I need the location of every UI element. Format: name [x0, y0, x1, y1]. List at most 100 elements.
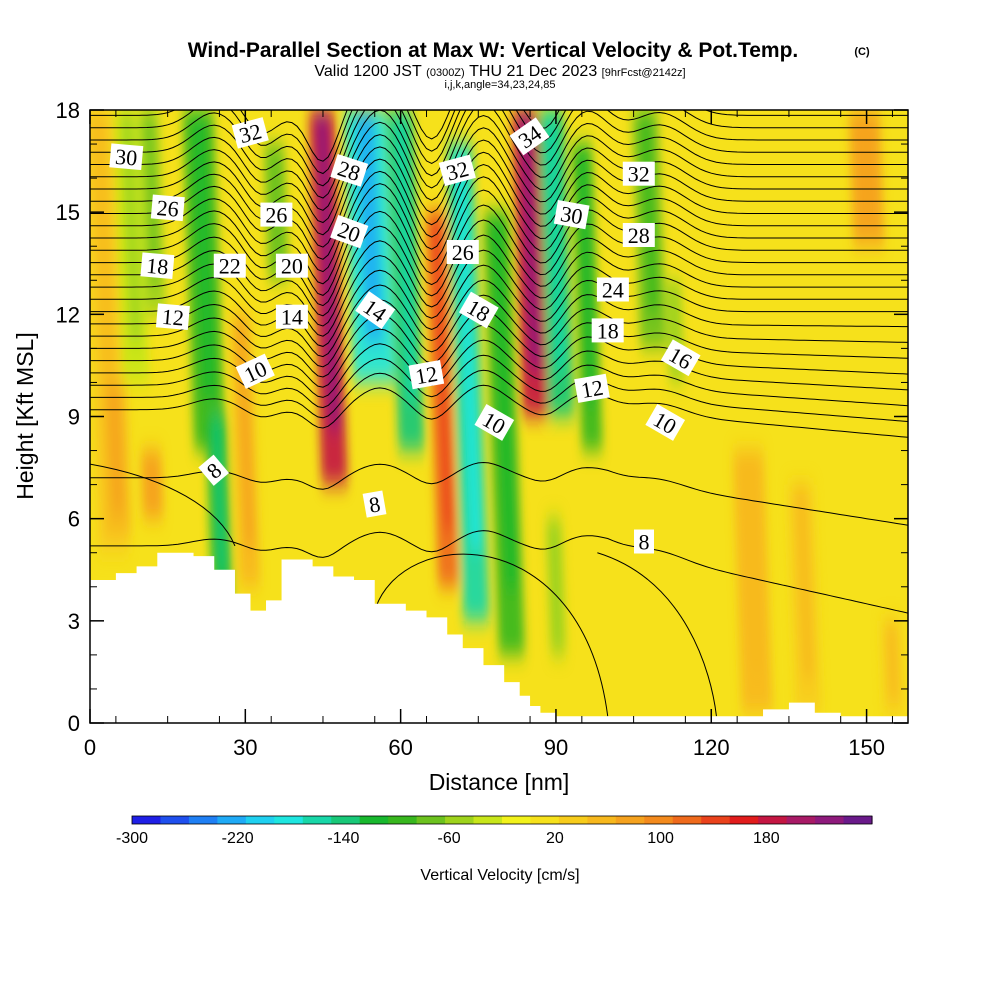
colorbar-swatch	[530, 816, 560, 824]
x-tick-label: 30	[233, 735, 257, 760]
contour-label-box	[330, 153, 369, 187]
contour-label-box	[198, 454, 230, 486]
colorbar-swatch	[672, 816, 702, 824]
contour-label-box	[622, 161, 655, 186]
contour-label: 26	[446, 240, 479, 265]
contour-label-text: 32	[628, 162, 650, 187]
contour-label: 26	[150, 194, 185, 222]
contour-label-box	[553, 200, 590, 230]
colorbar-tick-label: 180	[753, 830, 780, 847]
contour-label-box	[645, 404, 686, 441]
y-tick-label: 12	[56, 302, 80, 327]
x-tick-label: 120	[693, 735, 730, 760]
contour-label-box	[275, 304, 308, 329]
isentrope-line	[90, 189, 908, 296]
colorbar-swatch	[245, 816, 275, 824]
terrain-mask	[90, 552, 908, 723]
isentrope-line	[90, 114, 908, 224]
velocity-column-core	[269, 144, 284, 260]
contour-label: 24	[596, 277, 629, 303]
contour-label-box	[509, 117, 550, 156]
colorbar-swatch	[388, 816, 418, 824]
isentrope-line	[90, 339, 908, 398]
colorbar-swatch	[843, 816, 873, 824]
colorbar-swatch	[445, 816, 475, 824]
contour-label-box	[109, 143, 144, 171]
isentrope-line	[90, 294, 908, 368]
colorbar-swatch	[473, 816, 503, 824]
y-tick-label: 15	[56, 200, 80, 225]
isentrope-line	[90, 204, 908, 307]
contour-label-text: 30	[114, 144, 138, 171]
isentrope-line	[90, 110, 908, 162]
colorbar-tick-label: 100	[647, 830, 674, 847]
valid-time-line: Valid 1200 JST (0300Z) THU 21 Dec 2023 […	[314, 63, 685, 80]
isentrope-line	[374, 553, 609, 717]
x-tick-label: 90	[544, 735, 568, 760]
velocity-column-core	[490, 212, 518, 589]
velocity-column-core	[886, 620, 899, 699]
contour-label-box	[150, 194, 185, 222]
contour-label: 8	[362, 490, 387, 518]
contour-label: 18	[140, 252, 175, 280]
colorbar-tick-label: -140	[327, 830, 359, 847]
y-tick-label: 9	[68, 405, 80, 430]
velocity-field	[90, 110, 905, 713]
contour-label-box	[362, 490, 387, 518]
grid-indices: i,j,k,angle=34,23,24,85	[444, 79, 555, 91]
contour-label: 8	[634, 529, 654, 555]
contour-label-box	[438, 154, 476, 187]
contour-label-box	[446, 240, 479, 264]
colorbar-swatch	[302, 816, 332, 824]
colorbar-swatch	[359, 816, 389, 824]
colorbar-label: Vertical Velocity [cm/s]	[420, 867, 579, 884]
colorbar-swatch	[758, 816, 788, 824]
contour-label-box	[660, 339, 701, 377]
colorbar-tick-label: -300	[116, 830, 148, 847]
colorbar-tick-label: -220	[222, 830, 254, 847]
velocity-column-core	[393, 110, 418, 400]
isentrope-line	[90, 384, 908, 438]
colorbar-swatch	[786, 816, 816, 824]
colorbar-frame	[131, 815, 873, 825]
contour-label: 12	[155, 303, 190, 331]
chart-title: Wind-Parallel Section at Max W: Vertical…	[188, 39, 799, 62]
colorbar-swatch	[416, 816, 446, 824]
x-tick-label: 0	[84, 735, 96, 760]
contour-label: 14	[275, 304, 308, 330]
contour-label-box	[355, 291, 396, 330]
axes: 0 30 60 90 120 150 0 3 6 9 12 15 18	[56, 98, 908, 760]
contour-label-text: 26	[452, 240, 474, 265]
velocity-column-core	[107, 382, 125, 513]
colorbar-tick-label: -60	[438, 830, 461, 847]
contour-label-text: 28	[628, 223, 650, 248]
isentrope-line	[90, 110, 908, 175]
isentrope-line	[90, 151, 908, 260]
isentrope-line	[90, 110, 908, 199]
contour-label-text: 18	[597, 318, 619, 343]
contour-label-box	[408, 360, 445, 390]
contour-label-box	[591, 318, 624, 343]
contour-label-text: 12	[413, 361, 439, 389]
colorbar-swatch	[558, 816, 588, 824]
contour-label-text: 14	[281, 305, 303, 330]
contour-label-box	[596, 277, 629, 302]
contour-label: 32	[231, 117, 269, 149]
isentrope-line	[90, 176, 908, 285]
contour-label: 12	[408, 360, 445, 390]
contour-label-box	[140, 252, 175, 280]
x-axis-label: Distance [nm]	[429, 769, 570, 795]
colorbar-swatch	[274, 816, 304, 824]
velocity-column-core	[315, 110, 341, 429]
velocity-column-core	[741, 450, 765, 674]
contour-label-text: 18	[145, 253, 169, 280]
contour-label-box	[458, 291, 499, 329]
isentrope-line	[90, 163, 908, 273]
isentrope-line	[90, 279, 908, 358]
colorbar-swatch	[188, 816, 218, 824]
y-tick-label: 3	[68, 609, 80, 634]
